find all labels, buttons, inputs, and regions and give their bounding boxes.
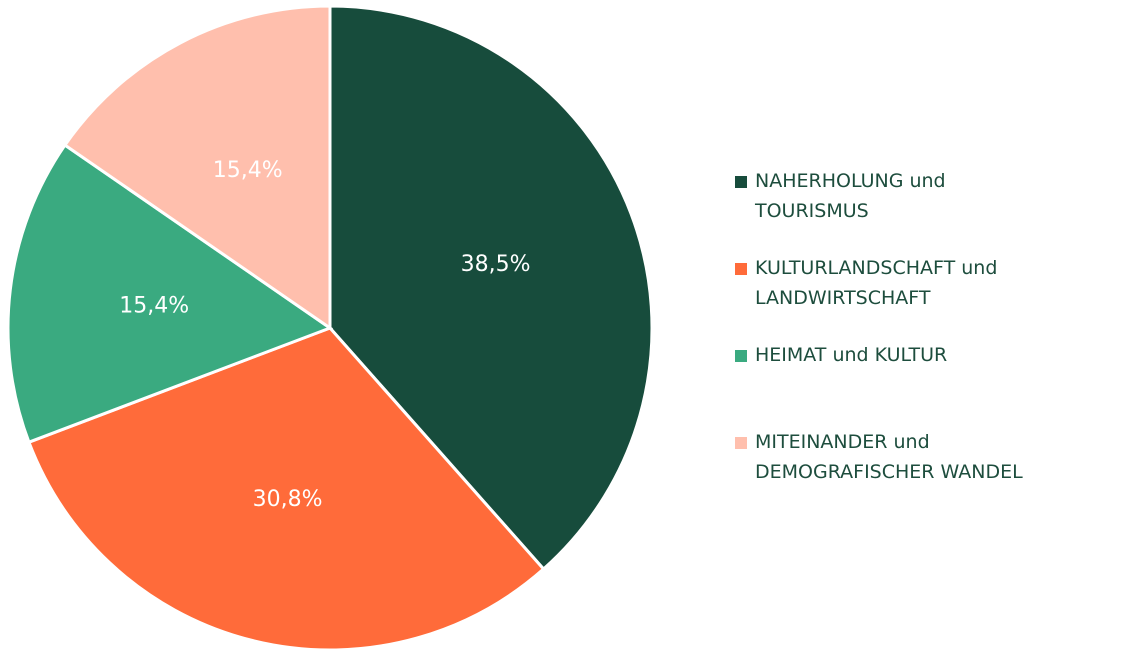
legend-label: NAHERHOLUNG und TOURISMUS [755,170,946,222]
slice-label: 30,8% [253,487,323,512]
slice [62,4,332,331]
slice-label: 38,5% [461,252,531,277]
legend: NAHERHOLUNG und TOURISMUS KULTURLANDSCHAF… [735,166,1125,514]
legend-label: MITEINANDER und DEMOGRAFISCHER WANDEL [755,431,1023,483]
legend-swatch [735,263,747,275]
legend-label: KULTURLANDSCHAFT und LANDWIRTSCHAFT [755,257,998,309]
legend-item: HEIMAT und KULTUR [735,340,1125,427]
legend-swatch [735,350,747,362]
slice-label: 15,4% [119,294,189,319]
legend-item: KULTURLANDSCHAFT und LANDWIRTSCHAFT [735,253,1125,340]
slice [6,142,334,445]
legend-swatch [735,437,747,449]
slice-label: 15,4% [213,158,283,183]
legend-swatch [735,176,747,188]
legend-item: MITEINANDER und DEMOGRAFISCHER WANDEL [735,427,1125,514]
slice [26,326,546,649]
slice [328,4,654,572]
legend-label: HEIMAT und KULTUR [755,344,948,366]
legend-item: NAHERHOLUNG und TOURISMUS [735,166,1125,253]
